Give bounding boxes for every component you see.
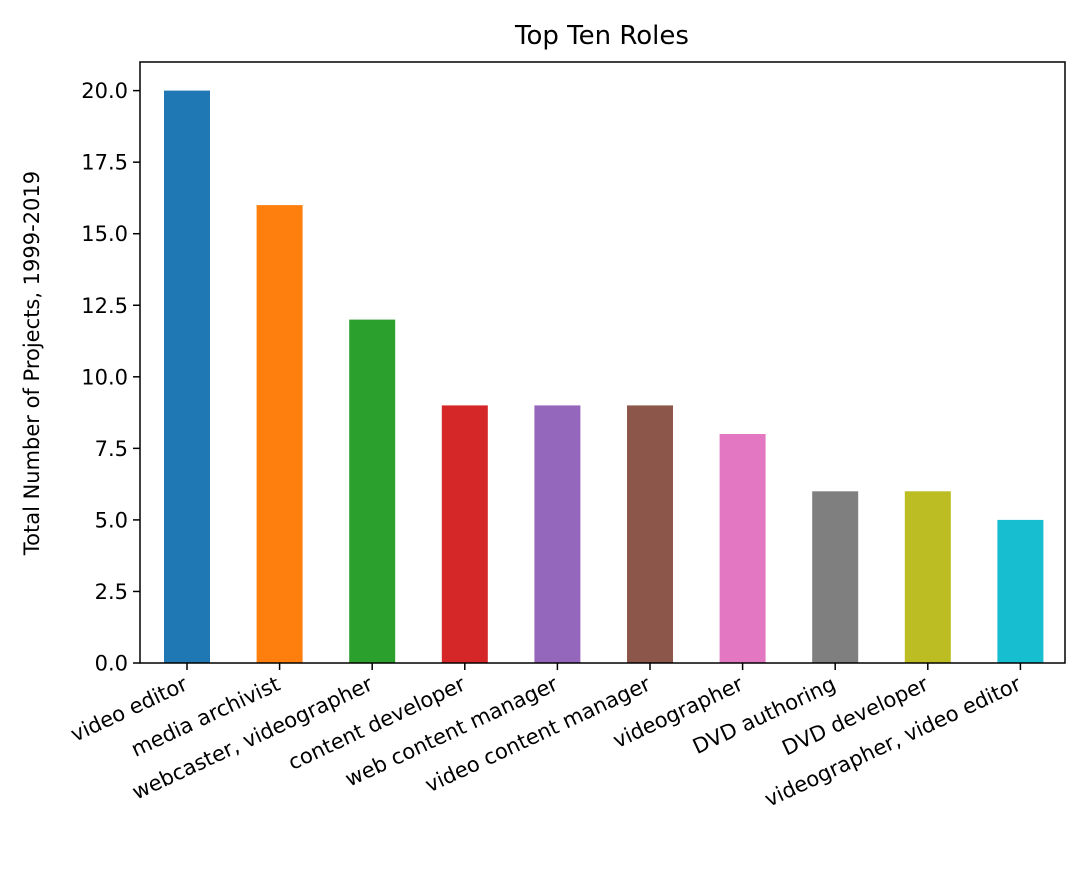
bar-4 [441,405,488,663]
y-tick-label-1: 0.0 [95,652,128,676]
bar-6 [627,405,673,663]
y-tick-label-2: 2.5 [95,580,128,604]
bar-2 [256,205,303,663]
chart-title: Top Ten Roles [514,21,689,51]
y-tick-label-4: 7.5 [95,437,128,461]
y-tick-label-5: 10.0 [81,365,128,389]
y-tick-label-8: 17.5 [81,151,128,175]
y-tick-label-6: 12.5 [81,294,128,318]
plot-frame [139,61,1066,664]
y-axis-ticks: 0.0 2.5 5.0 7.5 10.0 12.5 15.0 17.5 20.0 [81,79,140,676]
bar-10 [997,519,1044,663]
y-axis-label: Total Number of Projects, 1999-2019 [20,171,44,556]
bars-group [164,90,1044,664]
bar-9 [904,491,951,663]
bar-8 [812,491,859,663]
bar-3 [349,319,396,663]
bar-7 [719,434,766,663]
y-tick-label-7: 15.0 [81,222,128,246]
y-tick-label-9: 20.0 [81,79,128,103]
y-tick-label-3: 5.0 [95,508,128,532]
bar-1 [164,90,210,664]
bar-5 [534,405,581,663]
